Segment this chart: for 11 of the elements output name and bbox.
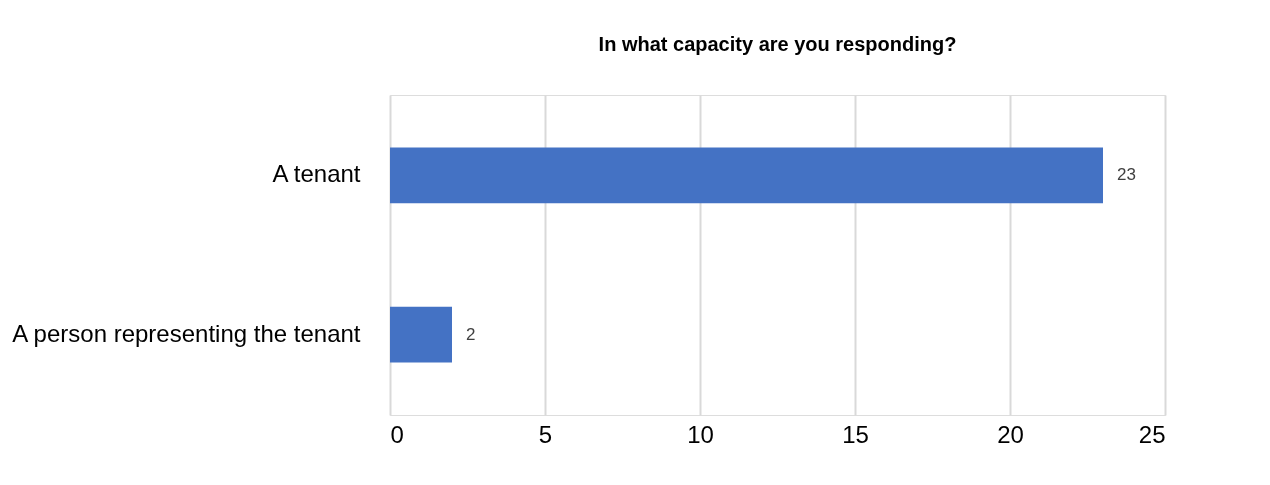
x-tick-label: 5 xyxy=(538,420,553,448)
chart-title: In what capacity are you responding? xyxy=(598,33,957,55)
data-label: 2 xyxy=(466,324,476,344)
data-label: 23 xyxy=(1117,165,1136,185)
x-tick-label: 25 xyxy=(1138,420,1166,448)
x-tick-label: 0 xyxy=(390,420,404,448)
y-tick-label: A person representing the tenant xyxy=(12,319,361,347)
x-tick-label: 20 xyxy=(997,420,1024,448)
y-tick-label: A tenant xyxy=(272,160,361,188)
x-tick-label: 15 xyxy=(842,420,869,448)
x-tick-label: 10 xyxy=(687,420,714,448)
